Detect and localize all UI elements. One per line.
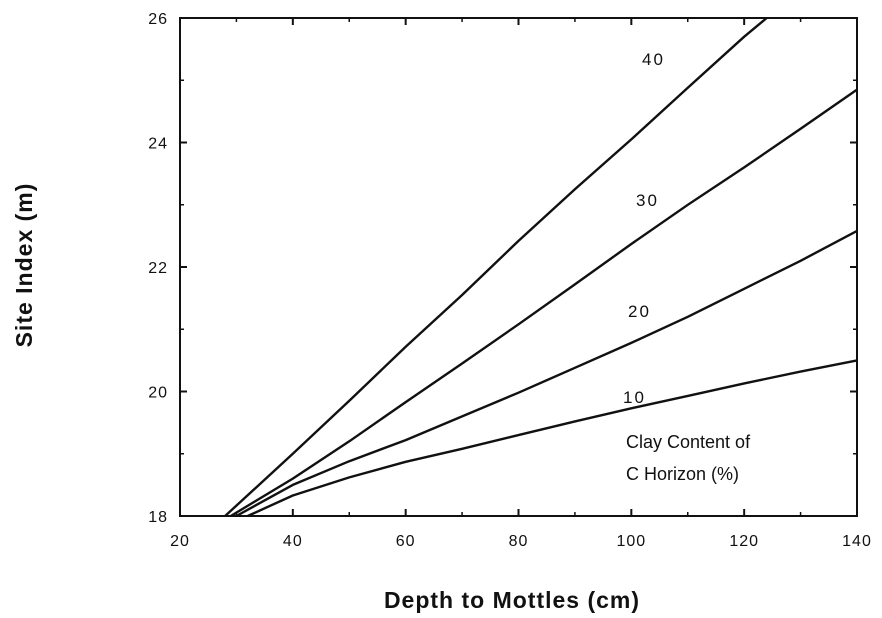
annotation-line-2: C Horizon (%)	[626, 464, 739, 484]
x-tick-label: 80	[509, 533, 529, 550]
x-tick-labels: 20 40 60 80 100 120 140	[170, 533, 872, 550]
series-line-20	[235, 229, 858, 518]
series-label-10: 10	[623, 388, 646, 407]
series-label-30: 30	[636, 191, 659, 210]
series-labels: 10 20 30 40	[623, 50, 665, 407]
y-tick-label: 24	[148, 136, 168, 153]
x-tick-label: 140	[842, 533, 872, 550]
plot-area	[179, 17, 858, 517]
x-tick-label: 20	[170, 533, 190, 550]
x-tick-label: 120	[729, 533, 759, 550]
y-tick-label: 26	[148, 11, 168, 28]
x-tick-label: 100	[616, 533, 646, 550]
x-tick-label: 40	[283, 533, 303, 550]
axis-ticks	[179, 17, 858, 517]
series-label-40: 40	[642, 50, 665, 69]
y-tick-label: 20	[148, 385, 168, 402]
y-axis-title: Site Index (m)	[11, 183, 37, 348]
series-label-20: 20	[628, 302, 651, 321]
series-line-10	[247, 359, 858, 518]
series-lines	[224, 17, 858, 518]
y-tick-label: 22	[148, 260, 168, 277]
plot-frame	[179, 17, 858, 517]
annotation-line-1: Clay Content of	[626, 432, 751, 452]
x-tick-label: 60	[396, 533, 416, 550]
y-tick-label: 18	[148, 509, 168, 526]
y-tick-labels: 18 20 22 24 26	[148, 11, 168, 526]
series-line-30	[230, 88, 858, 518]
x-axis-title: Depth to Mottles (cm)	[384, 587, 640, 613]
series-line-40	[224, 17, 768, 517]
